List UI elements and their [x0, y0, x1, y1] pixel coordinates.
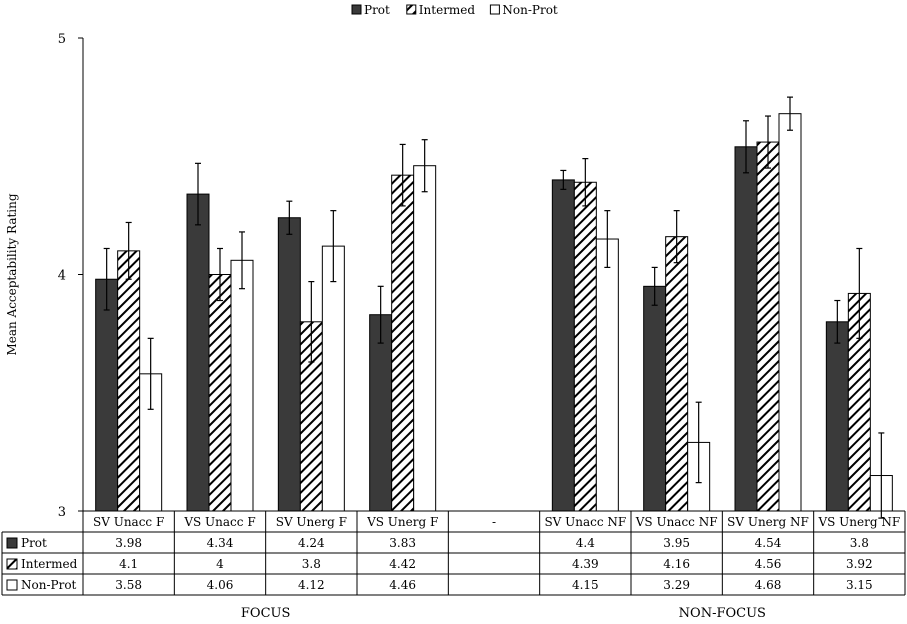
bar-intermed-3	[391, 174, 415, 512]
table-legend-swatch-intermed	[6, 558, 18, 570]
legend-label: Prot	[364, 3, 390, 17]
category-label: SV Unerg NF	[727, 515, 809, 529]
bar-non-prot-7	[778, 113, 802, 512]
data-label: 3.29	[663, 578, 690, 592]
category-label: VS Unacc NF	[635, 515, 718, 529]
data-label: 3.92	[846, 557, 873, 571]
data-label: 4.4	[576, 536, 595, 550]
bar-intermed-6	[665, 236, 689, 512]
bar-prot-5	[551, 179, 575, 512]
y-tick-label: 4	[58, 269, 66, 284]
group-label-non-focus: NON-FOCUS	[679, 606, 766, 621]
bars-layer	[95, 96, 893, 519]
data-label: 3.15	[846, 578, 873, 592]
data-label: 4.39	[572, 557, 599, 571]
legend-swatch-prot	[351, 4, 362, 15]
data-label: 4.24	[298, 536, 325, 550]
table-series-label: Prot	[21, 536, 47, 550]
bar-non-prot-2	[321, 245, 345, 512]
bar-prot-7	[734, 146, 758, 512]
legend-label: Intermed	[419, 3, 476, 17]
bar-non-prot-1	[230, 259, 254, 512]
data-label: 4.34	[207, 536, 234, 550]
data-label: 4.15	[572, 578, 599, 592]
y-axis-title: Mean Acceptability Rating	[5, 193, 19, 355]
bar-prot-8	[825, 321, 849, 512]
bar-non-prot-3	[413, 165, 437, 512]
data-label: 4.12	[298, 578, 325, 592]
y-tick-label: 5	[58, 32, 66, 47]
legend: Prot Intermed Non-Prot	[351, 3, 558, 17]
legend-swatch-intermed	[406, 4, 417, 15]
group-labels: FOCUS NON-FOCUS	[241, 606, 766, 621]
category-label: VS Unacc F	[183, 515, 255, 529]
bar-prot-6	[643, 285, 667, 512]
category-label: SV Unacc NF	[544, 515, 626, 529]
bar-prot-3	[369, 314, 393, 512]
bar-intermed-0	[117, 250, 141, 512]
y-tick-label: 3	[58, 505, 66, 520]
category-label: VS Unerg F	[366, 515, 438, 529]
data-label: 4.46	[389, 578, 416, 592]
bar-prot-0	[95, 278, 119, 512]
bar-prot-1	[186, 193, 210, 512]
category-label: VS Unerg NF	[817, 515, 900, 529]
table-legend-swatch-prot	[6, 537, 18, 549]
data-label: 4.16	[663, 557, 690, 571]
data-label: 4.06	[207, 578, 234, 592]
data-label: 4.42	[389, 557, 416, 571]
legend-swatch-non-prot	[489, 4, 500, 15]
bar-non-prot-5	[595, 238, 619, 512]
group-label-focus: FOCUS	[241, 606, 291, 621]
data-label: 3.8	[850, 536, 869, 550]
y-axis: 3 4 5 Mean Acceptability Rating	[5, 32, 84, 520]
table-legend-swatch-non-prot	[6, 579, 18, 591]
bar-prot-2	[277, 217, 301, 512]
data-label: 3.95	[663, 536, 690, 550]
bar-intermed-5	[573, 181, 597, 512]
data-label: 4.1	[119, 557, 138, 571]
data-label: 4.68	[755, 578, 782, 592]
category-label: SV Unacc F	[93, 515, 164, 529]
data-label: 3.8	[302, 557, 321, 571]
category-label: -	[492, 515, 496, 529]
data-label: 3.98	[115, 536, 142, 550]
data-label: 4.56	[755, 557, 782, 571]
category-label: SV Unerg F	[276, 515, 347, 529]
bar-intermed-7	[756, 141, 780, 512]
table-series-label: Intermed	[21, 557, 78, 571]
legend-label: Non-Prot	[502, 3, 558, 17]
data-label: 3.83	[389, 536, 416, 550]
data-label: 4	[216, 557, 224, 571]
table-series-label: Non-Prot	[21, 578, 77, 592]
data-label: 3.58	[115, 578, 142, 592]
bar-intermed-1	[208, 274, 232, 512]
data-table: SV Unacc F VS Unacc F SV Unerg F VS Unerg F…	[1, 510, 906, 596]
data-label: 4.54	[755, 536, 782, 550]
